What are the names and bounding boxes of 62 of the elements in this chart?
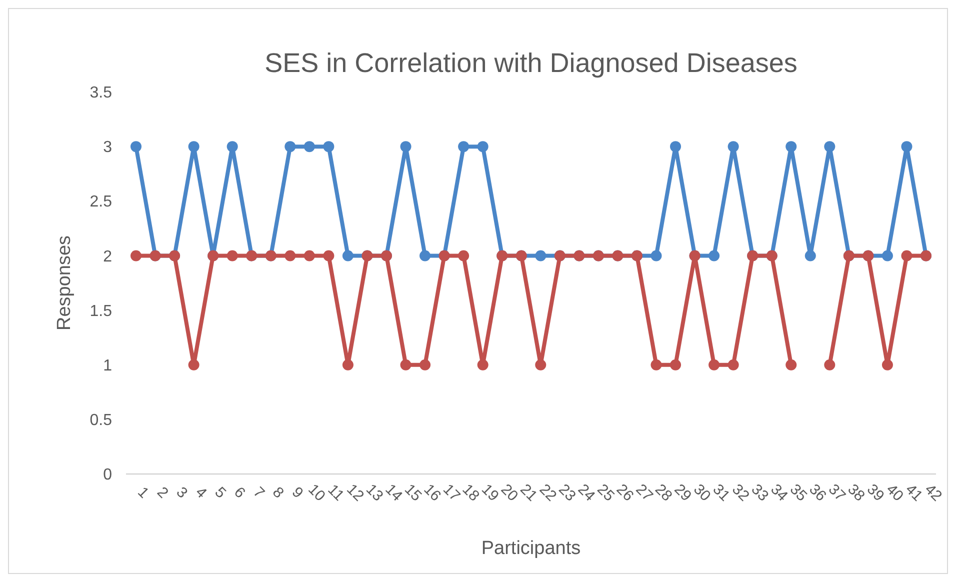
x-tick-label: 6 (230, 484, 248, 502)
point (728, 359, 739, 370)
y-tick-label: 0.5 (90, 412, 112, 430)
point (420, 359, 431, 370)
x-tick-label: 9 (288, 484, 306, 502)
point (804, 250, 816, 262)
point (284, 141, 296, 152)
point (400, 141, 412, 152)
point (901, 250, 912, 262)
point (901, 141, 912, 152)
point (824, 359, 836, 370)
point (130, 250, 142, 262)
point (400, 359, 412, 370)
chart-title: SES in Correlation with Diagnosed Diseases (264, 48, 798, 78)
point (323, 141, 334, 152)
x-tick-label: 7 (250, 484, 268, 502)
point (188, 359, 200, 370)
point (130, 141, 142, 152)
point (535, 359, 546, 370)
point (708, 250, 720, 262)
y-tick-label: 0 (103, 466, 112, 484)
y-axis-title: Responses (54, 235, 75, 331)
x-axis-title: Participants (481, 538, 581, 559)
point (650, 250, 662, 262)
point (458, 141, 470, 152)
y-tick-label: 2 (103, 248, 112, 266)
point (342, 250, 354, 262)
x-tick-label: 2 (153, 484, 172, 502)
x-tick-label: 8 (269, 484, 288, 502)
point (226, 141, 238, 152)
point (882, 250, 893, 262)
point (670, 141, 682, 152)
y-tick-label: 1 (103, 357, 112, 374)
x-tick-label: 27 (632, 480, 656, 505)
point (304, 250, 315, 262)
point (824, 141, 836, 152)
point (708, 359, 720, 370)
point (323, 250, 334, 262)
point (477, 141, 488, 152)
point (342, 359, 354, 370)
y-tick-label: 3.5 (90, 84, 112, 102)
x-tick-label: 3 (172, 484, 191, 502)
point (650, 359, 662, 370)
point (420, 250, 431, 262)
x-tick-label: 4 (192, 484, 210, 502)
point (728, 141, 739, 152)
point (284, 250, 296, 262)
x-tick-label: 5 (211, 484, 230, 502)
point (670, 359, 682, 370)
x-tick-label: 1 (134, 484, 152, 502)
point (535, 250, 546, 262)
point (786, 141, 797, 152)
point (304, 141, 315, 152)
point (458, 250, 470, 262)
y-tick-label: 1.5 (90, 302, 112, 320)
point (188, 141, 200, 152)
point (226, 250, 238, 262)
y-tick-label: 2.5 (90, 194, 112, 211)
y-tick-label: 3 (103, 139, 112, 156)
point (786, 359, 797, 370)
point (477, 359, 488, 370)
point (882, 359, 893, 370)
